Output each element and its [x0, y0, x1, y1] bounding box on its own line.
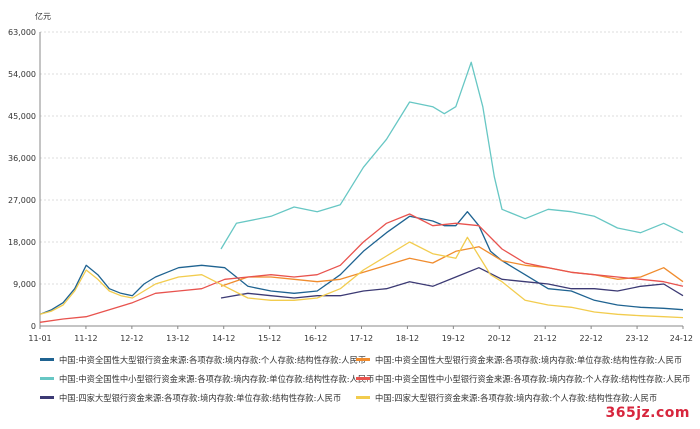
legend-swatch — [356, 396, 370, 399]
watermark: 365jz.com — [605, 405, 690, 421]
legend-row: 中国:中资全国性大型银行资金来源:各项存款:境内存款:个人存款:结构性存款:人民… — [40, 350, 690, 369]
y-tick-label: 27,000 — [8, 196, 36, 205]
legend-label: 中国:四家大型银行资金来源:各项存款:境内存款:个人存款:结构性存款:人民币 — [375, 392, 658, 403]
x-tick-label: 15-12 — [258, 334, 281, 343]
x-tick-label: 20-12 — [488, 334, 511, 343]
legend-row: 中国:中资全国性中小型银行资金来源:各项存款:境内存款:单位存款:结构性存款:人… — [40, 369, 690, 388]
axes: 0 9,000 18,000 27,000 36,000 45,000 54,000 63,0… — [8, 28, 693, 343]
series-line-2 — [220, 246, 684, 287]
legend-swatch — [40, 358, 54, 361]
legend-label: 中国:中资全国性大型银行资金来源:各项存款:境内存款:单位存款:结构性存款:人民… — [375, 354, 683, 365]
x-tick-label: 11-01 — [28, 334, 51, 343]
legend-item[interactable]: 中国:四家大型银行资金来源:各项存款:境内存款:个人存款:结构性存款:人民币 — [356, 392, 666, 404]
legend-label: 中国:中资全国性中小型银行资金来源:各项存款:境内存款:单位存款:结构性存款:人… — [59, 373, 375, 384]
y-tick-label: 18,000 — [8, 238, 36, 247]
x-tick-label: 21-12 — [534, 334, 557, 343]
series-line-1 — [39, 211, 684, 315]
y-axis-unit-label: 亿元 — [35, 11, 51, 21]
legend: 中国:中资全国性大型银行资金来源:各项存款:境内存款:个人存款:结构性存款:人民… — [40, 350, 690, 407]
x-tick-label: 22-12 — [580, 334, 603, 343]
x-tick-label: 13-12 — [166, 334, 189, 343]
legend-item[interactable]: 中国:中资全国性中小型银行资金来源:各项存款:境内存款:单位存款:结构性存款:人… — [40, 373, 374, 385]
x-tick-label: 18-12 — [396, 334, 419, 343]
line-chart: 0 9,000 18,000 27,000 36,000 45,000 54,000 63,0… — [8, 11, 693, 343]
x-tick-label: 23-12 — [625, 334, 648, 343]
x-tick-label: 19-12 — [442, 334, 465, 343]
x-tick-label: 17-12 — [350, 334, 373, 343]
legend-label: 中国:中资全国性中小型银行资金来源:各项存款:境内存款:个人存款:结构性存款:人… — [375, 373, 691, 384]
y-tick-label: 36,000 — [8, 154, 36, 163]
legend-item[interactable]: 中国:中资全国性中小型银行资金来源:各项存款:境内存款:个人存款:结构性存款:人… — [356, 373, 690, 385]
legend-swatch — [40, 396, 54, 399]
legend-row: 中国:四家大型银行资金来源:各项存款:境内存款:单位存款:结构性存款:人民币 中国… — [40, 388, 690, 407]
legend-swatch — [356, 358, 370, 361]
y-tick-label: 54,000 — [8, 70, 36, 79]
series-line-5 — [220, 267, 684, 299]
legend-item[interactable]: 中国:中资全国性大型银行资金来源:各项存款:境内存款:个人存款:结构性存款:人民… — [40, 354, 366, 366]
x-tick-label: 11-12 — [74, 334, 97, 343]
y-tick-label: 0 — [31, 322, 36, 331]
legend-label: 中国:四家大型银行资金来源:各项存款:境内存款:单位存款:结构性存款:人民币 — [59, 392, 342, 403]
legend-swatch — [356, 377, 370, 380]
y-tick-label: 45,000 — [8, 112, 36, 121]
series-lines — [39, 61, 684, 323]
x-tick-label: 14-12 — [212, 334, 235, 343]
legend-item[interactable]: 中国:四家大型银行资金来源:各项存款:境内存款:单位存款:结构性存款:人民币 — [40, 392, 350, 404]
x-tick-label: 24-12 — [670, 334, 693, 343]
x-tick-label: 12-12 — [120, 334, 143, 343]
series-line-3 — [220, 61, 684, 250]
legend-item[interactable]: 中国:中资全国性大型银行资金来源:各项存款:境内存款:单位存款:结构性存款:人民… — [356, 354, 682, 366]
legend-swatch — [40, 377, 54, 380]
y-tick-label: 63,000 — [8, 28, 36, 37]
gridlines — [40, 31, 683, 285]
y-tick-label: 9,000 — [13, 280, 36, 289]
series-line-4 — [39, 213, 684, 323]
series-line-6 — [39, 236, 684, 319]
x-tick-label: 16-12 — [304, 334, 327, 343]
legend-label: 中国:中资全国性大型银行资金来源:各项存款:境内存款:个人存款:结构性存款:人民… — [59, 354, 367, 365]
